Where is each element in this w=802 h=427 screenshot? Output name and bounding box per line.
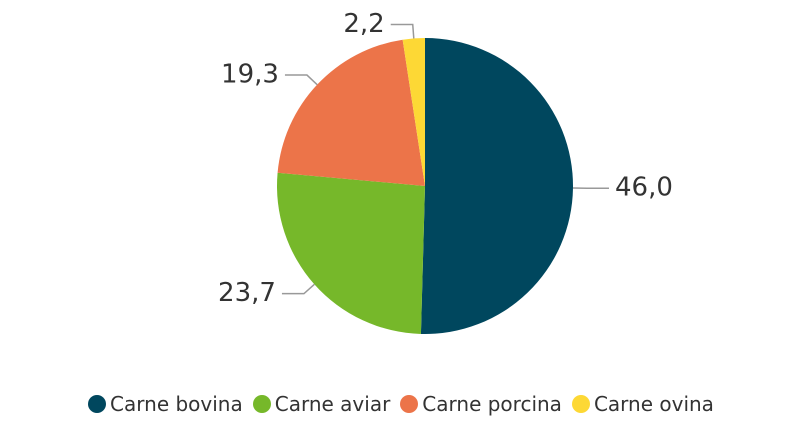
legend-label: Carne porcina bbox=[422, 392, 562, 416]
leader-line bbox=[284, 74, 318, 86]
pie-slice bbox=[420, 38, 573, 334]
data-label: 23,7 bbox=[218, 278, 276, 308]
legend-marker bbox=[400, 395, 419, 413]
chart: 46,0 23,7 19,3 2,2 bbox=[218, 9, 673, 334]
pie-slice bbox=[276, 172, 425, 334]
pie-slice bbox=[277, 39, 425, 186]
legend-label: Carne aviar bbox=[274, 392, 391, 416]
legend-marker bbox=[88, 395, 107, 413]
data-label: 46,0 bbox=[615, 173, 673, 203]
legend-item: Carne bovina bbox=[88, 392, 243, 416]
legend-marker bbox=[252, 395, 271, 413]
leader-line bbox=[390, 23, 415, 39]
legend-label: Carne bovina bbox=[110, 392, 243, 416]
leader-line bbox=[281, 283, 315, 295]
legend: Carne bovina Carne aviar Carne porcina Carn… bbox=[0, 392, 802, 416]
legend-item: Carne porcina bbox=[400, 392, 562, 416]
legend-marker bbox=[571, 395, 590, 413]
data-label: 19,3 bbox=[221, 60, 279, 90]
legend-item: Carne aviar bbox=[252, 392, 391, 416]
data-label: 2,2 bbox=[343, 9, 384, 39]
legend-label: Carne ovina bbox=[593, 392, 714, 416]
pie-slice bbox=[402, 38, 425, 186]
legend-item: Carne ovina bbox=[571, 392, 714, 416]
